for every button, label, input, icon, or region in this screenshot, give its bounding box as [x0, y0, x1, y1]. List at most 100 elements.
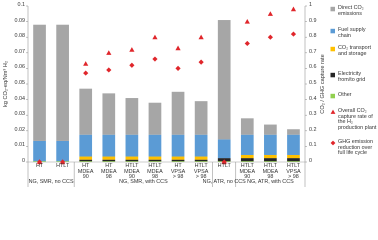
point — [290, 6, 297, 12]
y-tick-label: 0.03 — [14, 111, 26, 118]
y-tick-label: 0.01 — [14, 142, 26, 149]
bar-segment — [125, 159, 139, 162]
y-tick-label: 0.09 — [14, 17, 26, 24]
bar-segment — [102, 159, 116, 162]
bar-segment — [171, 159, 185, 162]
bar-segment — [148, 102, 162, 135]
bar-segment — [264, 124, 277, 135]
legend-label: CO₂ transport and storage — [338, 45, 371, 57]
x-tick-label: HTLT VPSA > 98 — [286, 163, 301, 181]
point — [152, 34, 158, 40]
bar-segment — [33, 24, 46, 141]
legend-marker — [330, 109, 336, 114]
y2-tick-label: 0.9 — [309, 17, 317, 24]
point — [267, 34, 273, 40]
point — [198, 34, 204, 40]
bar-segment — [264, 154, 277, 159]
bar-segment — [194, 101, 208, 135]
point — [244, 40, 250, 47]
bar-segment — [56, 24, 69, 141]
bar-segment — [56, 140, 69, 162]
point — [83, 61, 89, 66]
point — [129, 62, 135, 68]
group-label: NG, ATR, no CCS — [202, 179, 246, 185]
bar-segment — [240, 118, 254, 135]
plot — [26, 5, 336, 187]
group-label: NG, ATR, with CCS — [247, 179, 294, 185]
point — [244, 19, 250, 24]
y2-tick-label: 0.6 — [309, 64, 317, 71]
legend-label: Direct CO₂ emissions — [338, 5, 364, 17]
point — [106, 50, 112, 55]
x-tick-label: HTLT MDEA 98 — [262, 163, 279, 181]
point — [175, 65, 181, 71]
y2-tick-label: 0 — [309, 158, 312, 165]
group-label: NG, SMR, with CCS — [119, 179, 168, 185]
x-tick-label: HTLT MDEA 98 — [147, 163, 163, 181]
bar-segment — [79, 159, 93, 162]
y2-tick-label: 0.8 — [309, 33, 317, 40]
y2-tick-label: 1 — [309, 2, 312, 9]
bar-segment — [79, 156, 93, 160]
x-tick-label: HT VPSA > 98 — [170, 163, 186, 181]
bar-segment — [102, 156, 116, 160]
bar-segment — [171, 156, 185, 160]
bar-segment — [79, 134, 93, 157]
bar-segment — [240, 134, 254, 155]
bar-segment — [287, 161, 300, 162]
y-tick-label: 0.1 — [17, 2, 26, 9]
bar-segment — [194, 156, 208, 160]
bar-segment — [194, 159, 208, 162]
point — [106, 67, 112, 73]
legend-marker — [330, 72, 335, 78]
y-tick-label: 0 — [22, 158, 25, 165]
point — [152, 56, 158, 62]
bar-segment — [287, 129, 300, 135]
legend-label: Fuel supply chain — [338, 27, 366, 39]
legend-marker — [330, 6, 335, 12]
bar-segment — [264, 134, 277, 155]
bar-segment — [79, 161, 93, 162]
point — [267, 11, 273, 16]
bar-segment — [79, 88, 93, 135]
y-tick-label: 0.06 — [14, 64, 26, 71]
bar-segment — [33, 140, 46, 162]
x-tick-label: HTLT VPSA > 98 — [193, 163, 209, 181]
bar-segment — [148, 134, 162, 157]
bar-segment — [102, 134, 116, 157]
legend-label: Other — [338, 92, 352, 98]
bar-segment — [125, 134, 139, 157]
y-tick-label: 0.05 — [14, 80, 26, 87]
bar-segment — [287, 158, 300, 162]
y2-tick-label: 0.1 — [309, 142, 317, 149]
bar-segment — [125, 161, 139, 162]
bar-segment — [148, 161, 162, 162]
bar-segment — [287, 134, 300, 155]
y-tick-label: 0.04 — [14, 95, 26, 102]
bar-segment — [102, 161, 116, 162]
point — [198, 59, 204, 65]
point — [175, 45, 181, 51]
bar-segment — [125, 98, 139, 135]
x-tick-label: HTLT — [217, 163, 231, 169]
group-label: NG, SMR, no CCS — [28, 179, 74, 185]
bar-segment — [171, 134, 185, 157]
bar-segment — [194, 134, 208, 157]
bar-segment — [240, 158, 254, 162]
bar-segment — [240, 154, 254, 159]
bar-segment — [264, 161, 277, 162]
legend-marker — [330, 46, 335, 52]
bar-segment — [194, 161, 208, 162]
bar-segment — [217, 139, 231, 159]
legend-marker — [330, 28, 335, 34]
chart: kg CO₂-eq/Nm³ H₂ CO₂ / GHG capture rate … — [3, 2, 377, 187]
point — [83, 70, 89, 76]
point — [60, 159, 66, 165]
bar-segment — [171, 161, 185, 162]
point — [129, 47, 135, 52]
bar-segment — [171, 91, 185, 135]
x-tick-label: HTLT MDEA 90 — [239, 163, 256, 181]
y2-tick-label: 0.7 — [309, 49, 317, 55]
point — [36, 159, 43, 165]
bar-segment — [217, 20, 231, 140]
